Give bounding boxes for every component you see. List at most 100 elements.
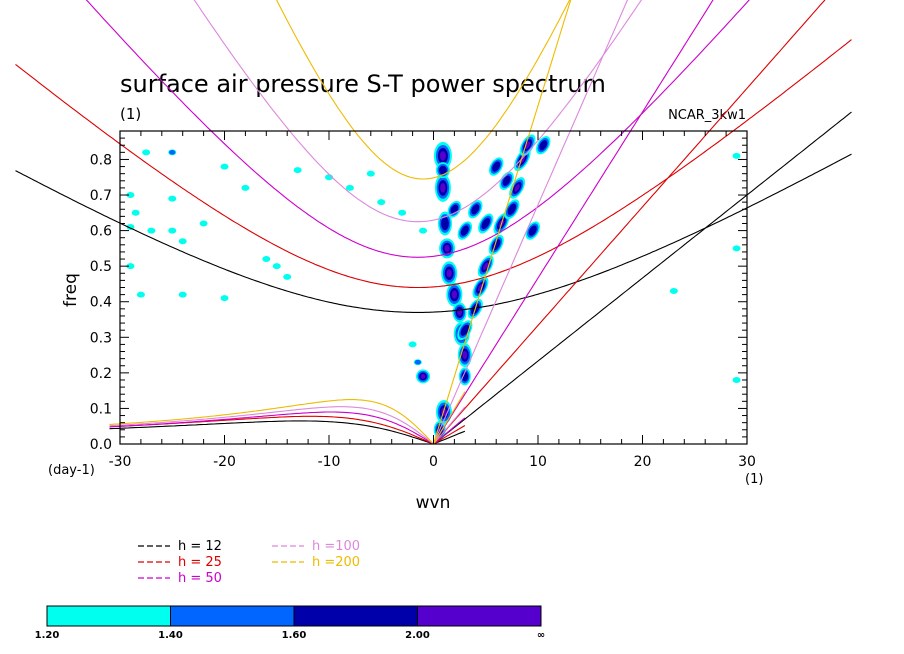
power-contour (178, 238, 187, 245)
model-label: NCAR_3kw1 (668, 108, 746, 123)
power-contour (142, 149, 151, 156)
legend-label: h =200 (312, 555, 360, 570)
power-contour (669, 288, 678, 295)
colorbar-label: 1.20 (35, 630, 60, 641)
power-contour (483, 262, 489, 270)
rossby-curve-h200 (109, 398, 434, 444)
colorbar-swatch (417, 605, 542, 627)
power-contour (471, 204, 480, 215)
y-tick-label: 0.4 (90, 295, 112, 311)
power-contour (732, 152, 741, 159)
legend-label: h = 50 (178, 571, 222, 586)
x-tick-label: 0 (429, 454, 438, 470)
x-tick-label: -20 (213, 454, 236, 470)
x-tick-label: 20 (634, 454, 652, 470)
y-tick-label: 0.2 (90, 366, 112, 382)
power-contour (539, 140, 548, 151)
colorbar-label: 2.00 (405, 630, 430, 641)
power-contour (293, 167, 302, 174)
dispersion-curves (15, 0, 852, 444)
x-tick-label: 30 (738, 454, 756, 470)
power-contour (507, 203, 517, 215)
y-unit-label: (day-1) (48, 463, 95, 478)
power-contour (446, 269, 452, 278)
power-contour (408, 341, 417, 348)
mrg-curve-h200 (433, 391, 466, 444)
colorbar-swatch (46, 605, 171, 627)
power-contour (241, 184, 250, 191)
colorbar-label: 1.40 (158, 630, 183, 641)
power-contour (147, 227, 156, 234)
power-contour (283, 273, 292, 280)
power-contour (732, 245, 741, 252)
x-axis-label: wvn (416, 493, 451, 513)
y-tick-label: 0.5 (90, 259, 112, 275)
power-contour (438, 165, 447, 175)
legend-label: h = 12 (178, 539, 222, 554)
ig-curve-h200 (275, 0, 571, 180)
power-contour (131, 209, 140, 216)
power-contour (461, 371, 469, 382)
x-tick-label: 10 (529, 454, 547, 470)
colorbar-swatch (170, 605, 295, 627)
kelvin-line-h12 (433, 111, 852, 444)
kelvin-line-h200 (432, 0, 572, 444)
power-contour (462, 350, 468, 360)
x-unit-label: (1) (745, 472, 763, 487)
power-contour (272, 263, 281, 270)
power-contour (168, 195, 177, 202)
mrg-curve-h25 (433, 425, 466, 444)
power-contour (732, 376, 741, 383)
rossby-curve-h50 (109, 411, 434, 444)
rossby-curve-h100 (109, 406, 434, 444)
ig-curve-h25 (15, 39, 852, 289)
power-contour (136, 291, 145, 298)
power-contour (414, 359, 421, 365)
power-contour (460, 225, 469, 236)
power-contour (451, 290, 458, 299)
chart-title: surface air pressure S-T power spectrum (120, 70, 606, 98)
ig-curve-h50 (85, 0, 750, 258)
power-contour (178, 291, 187, 298)
y-tick-label: 0.3 (90, 330, 112, 346)
power-contour (262, 256, 271, 263)
x-tick-label: -10 (318, 454, 341, 470)
power-contour (439, 151, 446, 161)
power-contour (377, 199, 386, 206)
power-contour (169, 150, 176, 155)
kelvin-line-h50 (433, 0, 714, 444)
power-contour (460, 324, 470, 336)
power-contour (524, 141, 531, 149)
axis-ticks: -30 -20 -10 0 10 20 30 0.0 0.1 0.2 0.3 0.4 0.5 0.6 0.7… (90, 130, 756, 470)
colorbar-label: 1.60 (282, 630, 307, 641)
ig-curve-h100 (193, 0, 643, 223)
power-contour (444, 244, 450, 252)
power-contour (220, 163, 229, 170)
mrg-curve-h100 (433, 406, 466, 444)
power-contour (126, 263, 135, 270)
kelvin-line-h25 (433, 0, 826, 444)
power-contour (126, 192, 135, 199)
legend-label: h =100 (312, 539, 360, 554)
legend-label: h = 25 (178, 555, 222, 570)
y-tick-label: 0.1 (90, 401, 112, 417)
y-tick-label: 0.0 (90, 437, 112, 453)
power-contour (398, 209, 407, 216)
kelvin-line-h100 (432, 0, 629, 444)
power-contour (366, 170, 375, 177)
power-contour (419, 227, 428, 234)
mrg-curve-h50 (433, 417, 466, 444)
power-contour (502, 175, 511, 186)
power-contour (441, 216, 449, 231)
y-tick-label: 0.6 (90, 224, 112, 240)
power-contour (528, 225, 537, 236)
power-contour (492, 161, 501, 172)
power-contour (440, 183, 446, 193)
y-tick-label: 0.7 (90, 188, 112, 204)
colorbar-label: ∞ (537, 630, 545, 641)
rossby-curve-h12 (109, 420, 434, 444)
y-axis-label: freq (61, 273, 81, 307)
mrg-curve-h12 (433, 430, 466, 444)
